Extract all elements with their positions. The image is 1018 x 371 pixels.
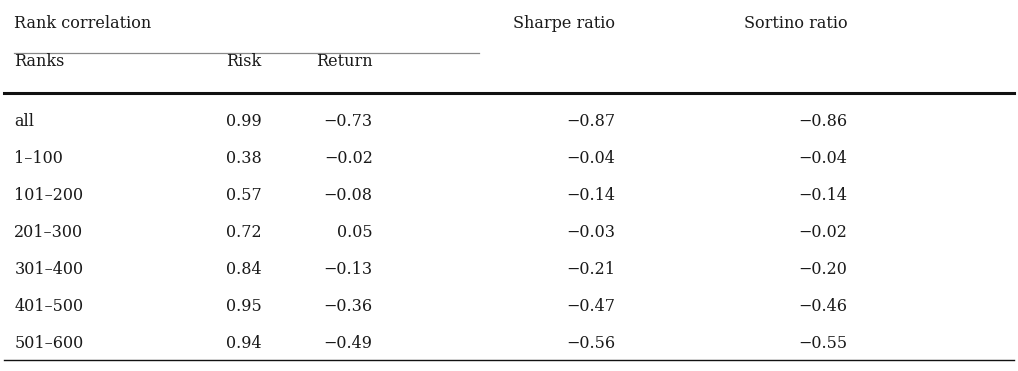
Text: Risk: Risk: [226, 53, 262, 70]
Text: −0.56: −0.56: [566, 335, 615, 352]
Text: −0.73: −0.73: [324, 113, 373, 130]
Text: Sharpe ratio: Sharpe ratio: [513, 15, 615, 32]
Text: −0.14: −0.14: [566, 187, 615, 204]
Text: −0.87: −0.87: [566, 113, 615, 130]
Text: −0.47: −0.47: [566, 298, 615, 315]
Text: 0.99: 0.99: [226, 113, 262, 130]
Text: all: all: [14, 113, 35, 130]
Text: −0.08: −0.08: [324, 187, 373, 204]
Text: −0.13: −0.13: [324, 261, 373, 278]
Text: −0.46: −0.46: [798, 298, 847, 315]
Text: −0.02: −0.02: [798, 224, 847, 241]
Text: −0.04: −0.04: [798, 150, 847, 167]
Text: −0.36: −0.36: [324, 298, 373, 315]
Text: Sortino ratio: Sortino ratio: [743, 15, 847, 32]
Text: 0.05: 0.05: [337, 224, 373, 241]
Text: 1–100: 1–100: [14, 150, 63, 167]
Text: −0.03: −0.03: [566, 224, 615, 241]
Text: 0.94: 0.94: [226, 335, 262, 352]
Text: 0.72: 0.72: [226, 224, 262, 241]
Text: 101–200: 101–200: [14, 187, 83, 204]
Text: 301–400: 301–400: [14, 261, 83, 278]
Text: 0.95: 0.95: [226, 298, 262, 315]
Text: −0.21: −0.21: [566, 261, 615, 278]
Text: −0.20: −0.20: [798, 261, 847, 278]
Text: −0.14: −0.14: [798, 187, 847, 204]
Text: 0.57: 0.57: [226, 187, 262, 204]
Text: 501–600: 501–600: [14, 335, 83, 352]
Text: Return: Return: [316, 53, 373, 70]
Text: 401–500: 401–500: [14, 298, 83, 315]
Text: 0.38: 0.38: [226, 150, 262, 167]
Text: Ranks: Ranks: [14, 53, 64, 70]
Text: −0.49: −0.49: [324, 335, 373, 352]
Text: 201–300: 201–300: [14, 224, 83, 241]
Text: −0.02: −0.02: [324, 150, 373, 167]
Text: 0.84: 0.84: [226, 261, 262, 278]
Text: −0.86: −0.86: [798, 113, 847, 130]
Text: Rank correlation: Rank correlation: [14, 15, 152, 32]
Text: −0.04: −0.04: [566, 150, 615, 167]
Text: −0.55: −0.55: [798, 335, 847, 352]
